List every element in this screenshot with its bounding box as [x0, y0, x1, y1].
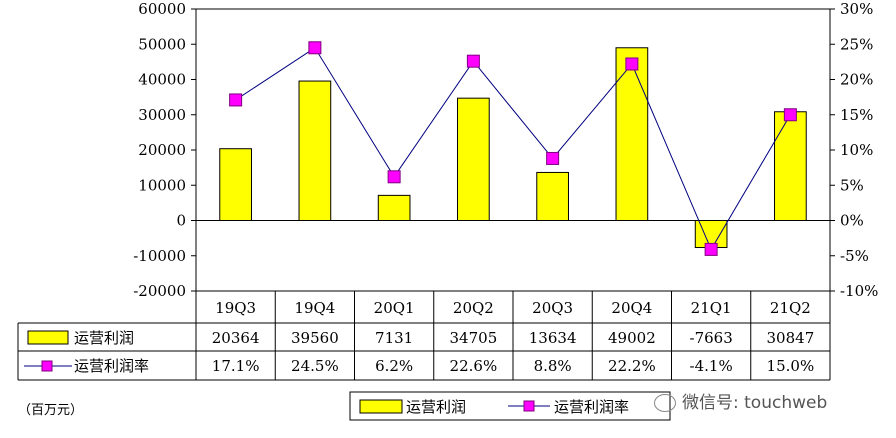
- category-label: 20Q2: [453, 299, 494, 317]
- right-tick-label: 5%: [840, 176, 864, 194]
- rate-value-label: 8.8%: [534, 357, 572, 375]
- right-tick-label: 0%: [840, 212, 864, 230]
- rate-value-label: 17.1%: [212, 357, 260, 375]
- rate-marker: [308, 41, 322, 55]
- category-label: 21Q2: [770, 299, 811, 317]
- rate-value-label: 15.0%: [767, 357, 815, 375]
- table-row-label-line: 运营利润率: [74, 357, 149, 375]
- category-label: 20Q1: [374, 299, 415, 317]
- bar-value-label: 39560: [291, 329, 339, 347]
- bar-value-label: -7663: [690, 329, 733, 347]
- watermark-text: 微信号: touchweb: [682, 393, 828, 413]
- right-tick-label: -5%: [840, 247, 869, 265]
- rate-value-label: -4.1%: [690, 357, 733, 375]
- legend-line-label: 运营利润率: [554, 398, 629, 416]
- left-tick-label: 40000: [138, 71, 186, 89]
- legend-bar-key: [359, 399, 403, 414]
- wechat-icon: [654, 394, 676, 412]
- left-tick-label: -10000: [133, 247, 186, 265]
- category-label: 19Q3: [215, 299, 256, 317]
- rate-marker: [229, 93, 243, 107]
- bar: [774, 111, 807, 221]
- right-tick-label: -10%: [840, 282, 878, 300]
- rate-line: [235, 47, 791, 251]
- rate-marker: [625, 57, 639, 71]
- bar: [615, 47, 649, 222]
- rate-marker: [387, 170, 401, 184]
- bar: [298, 80, 332, 222]
- rate-marker: [466, 54, 480, 68]
- bar-value-label: 7131: [375, 329, 413, 347]
- left-tick-label: 0: [176, 212, 186, 230]
- bar-value-label: 30847: [767, 329, 815, 347]
- bar: [377, 194, 411, 221]
- bar-value-label: 49002: [608, 329, 656, 347]
- rate-value-label: 22.2%: [608, 357, 656, 375]
- rate-marker: [783, 108, 797, 122]
- right-tick-label: 15%: [840, 106, 873, 124]
- plot-area: [195, 8, 831, 292]
- category-label: 21Q1: [691, 299, 732, 317]
- right-tick-label: 20%: [840, 71, 873, 89]
- left-tick-label: 30000: [138, 106, 186, 124]
- rate-marker: [546, 151, 560, 165]
- rate-value-label: 6.2%: [375, 357, 413, 375]
- left-tick-label: 50000: [138, 35, 186, 53]
- rate-marker: [704, 242, 718, 256]
- right-tick-label: 10%: [840, 141, 873, 159]
- left-tick-label: 10000: [138, 176, 186, 194]
- left-tick-label: 60000: [138, 0, 186, 18]
- bar-value-label: 13634: [529, 329, 577, 347]
- rate-value-label: 22.6%: [450, 357, 498, 375]
- category-label: 20Q3: [532, 299, 573, 317]
- table-bar-key: [27, 330, 69, 345]
- category-label: 20Q4: [611, 299, 652, 317]
- table-line-key-marker: [41, 360, 53, 372]
- unit-note: （百万元）: [18, 403, 84, 418]
- left-tick-label: 20000: [138, 141, 186, 159]
- category-label: 19Q4: [294, 299, 335, 317]
- bar: [219, 148, 252, 221]
- bar-value-label: 20364: [212, 329, 260, 347]
- right-tick-label: 25%: [840, 35, 873, 53]
- left-tick-label: -20000: [133, 282, 186, 300]
- table-row-label-bars: 运营利润: [74, 329, 134, 347]
- bar: [536, 171, 569, 222]
- rate-value-label: 24.5%: [291, 357, 339, 375]
- legend-bar-label: 运营利润: [406, 398, 466, 416]
- bar: [457, 97, 490, 221]
- right-tick-label: 30%: [840, 0, 873, 18]
- legend-line-marker: [523, 400, 535, 412]
- bar-value-label: 34705: [450, 329, 498, 347]
- watermark: 微信号: touchweb: [654, 388, 827, 413]
